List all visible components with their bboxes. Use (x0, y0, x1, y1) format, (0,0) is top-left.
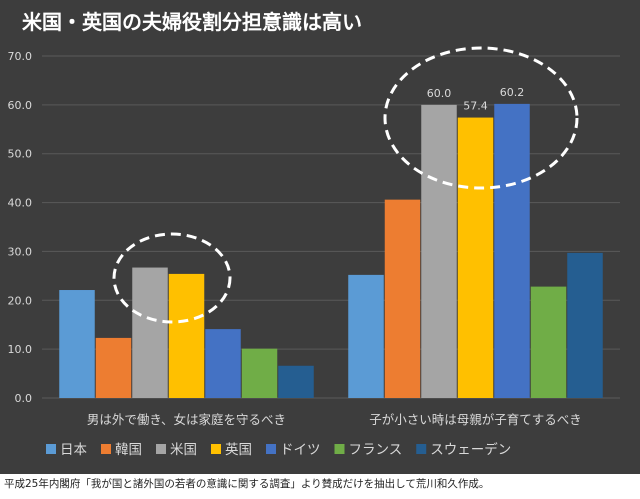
bar (205, 329, 241, 398)
legend-swatch (211, 444, 221, 454)
bar (567, 252, 603, 398)
highlight-ellipse (383, 46, 579, 190)
bar (278, 365, 314, 398)
legend-label: 英国 (225, 441, 252, 458)
legend-label: 日本 (60, 442, 87, 458)
bar (530, 286, 567, 398)
bar (95, 337, 132, 398)
bar (348, 274, 384, 398)
data-label: 60.0 (427, 87, 452, 100)
chart-panel: 米国・英国の夫婦役割分担意識は高い 0.0 10.0 20.0 30.0 40.0 50.0… (0, 0, 640, 474)
legend-label: ドイツ (280, 442, 321, 458)
legend-swatch (266, 444, 276, 454)
bar (59, 290, 95, 398)
source-note: 平成25年内閣府「我が国と諸外国の若者の意識に関する調査」より賛成だけを抽出して… (4, 478, 490, 490)
bar (241, 348, 278, 398)
chart-title: 米国・英国の夫婦役割分担意識は高い (22, 10, 362, 34)
legend-swatch (334, 444, 345, 454)
y-tick-label: 40.0 (8, 197, 33, 210)
data-label: 57.4 (463, 100, 488, 113)
legend-label: 米国 (170, 442, 197, 458)
y-tick-label: 30.0 (8, 245, 33, 258)
bar (168, 273, 205, 398)
data-label: 60.2 (500, 86, 525, 99)
legend-label: スウェーデン (430, 441, 511, 458)
bar (384, 199, 421, 398)
legend-label: 韓国 (115, 442, 142, 458)
y-tick-label: 0.0 (15, 392, 33, 405)
legend-swatch (46, 444, 56, 454)
bar (494, 103, 530, 398)
y-tick-label: 50.0 (8, 148, 33, 161)
y-tick-label: 10.0 (8, 343, 33, 356)
y-tick-label: 70.0 (8, 50, 33, 63)
bar (457, 117, 494, 398)
bar (132, 267, 168, 398)
x-category-label: 男は外で働き、女は家庭を守るべき (87, 412, 286, 427)
y-tick-label: 20.0 (8, 294, 33, 307)
legend-swatch (101, 444, 111, 454)
y-tick-label: 60.0 (8, 99, 33, 112)
legend-swatch (156, 444, 166, 454)
legend-label: フランス (349, 442, 403, 458)
bar-chart: 米国・英国の夫婦役割分担意識は高い 0.0 10.0 20.0 30.0 40.0 50.0… (0, 0, 640, 474)
bar (421, 104, 457, 398)
chart-background (0, 0, 640, 474)
highlight-ellipse (112, 232, 232, 324)
x-category-label: 子が小さい時は母親が子育てするべき (369, 412, 582, 427)
legend-swatch (416, 444, 427, 454)
